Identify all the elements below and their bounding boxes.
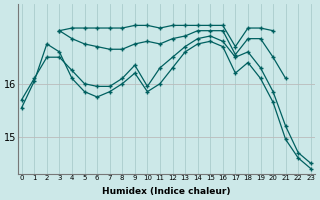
X-axis label: Humidex (Indice chaleur): Humidex (Indice chaleur): [102, 187, 230, 196]
